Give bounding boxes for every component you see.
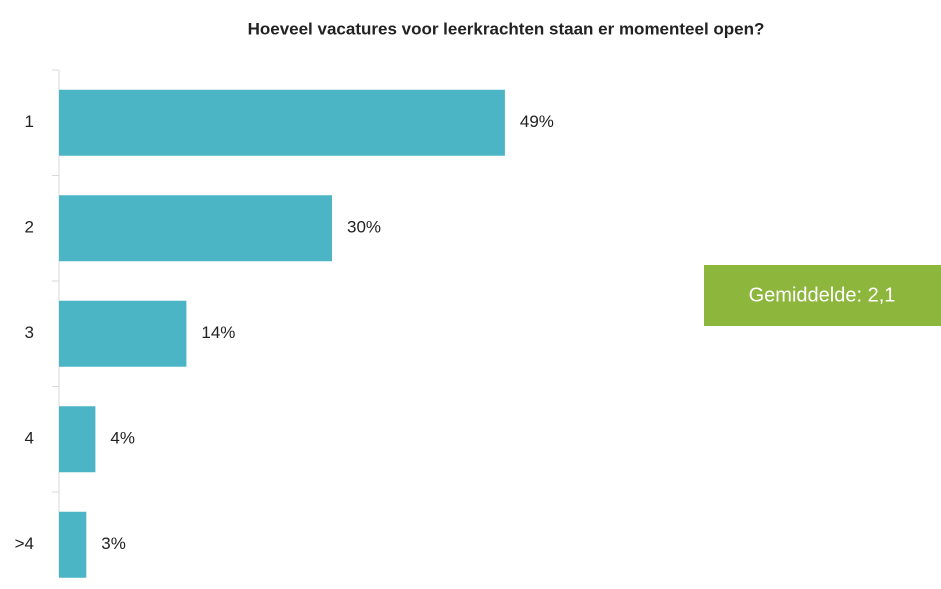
value-label: 49% [520,112,554,131]
value-label: 14% [201,323,235,342]
y-tick-label: 1 [25,112,34,131]
y-tick-label: 2 [25,218,34,237]
y-tick-label: 4 [25,429,34,448]
bar [59,300,187,367]
annotation-box [704,265,941,326]
value-label: 3% [101,534,126,553]
y-tick-label: >4 [15,534,34,553]
bar [59,89,505,156]
bar [59,511,87,578]
value-label: 30% [347,218,381,237]
value-label: 4% [110,429,135,448]
bar [59,406,96,473]
y-tick-label: 3 [25,323,34,342]
chart-title: Hoeveel vacatures voor leerkrachten staa… [248,19,765,38]
bar [59,195,332,262]
annotation: Gemiddelde: 2,1 [749,284,896,306]
